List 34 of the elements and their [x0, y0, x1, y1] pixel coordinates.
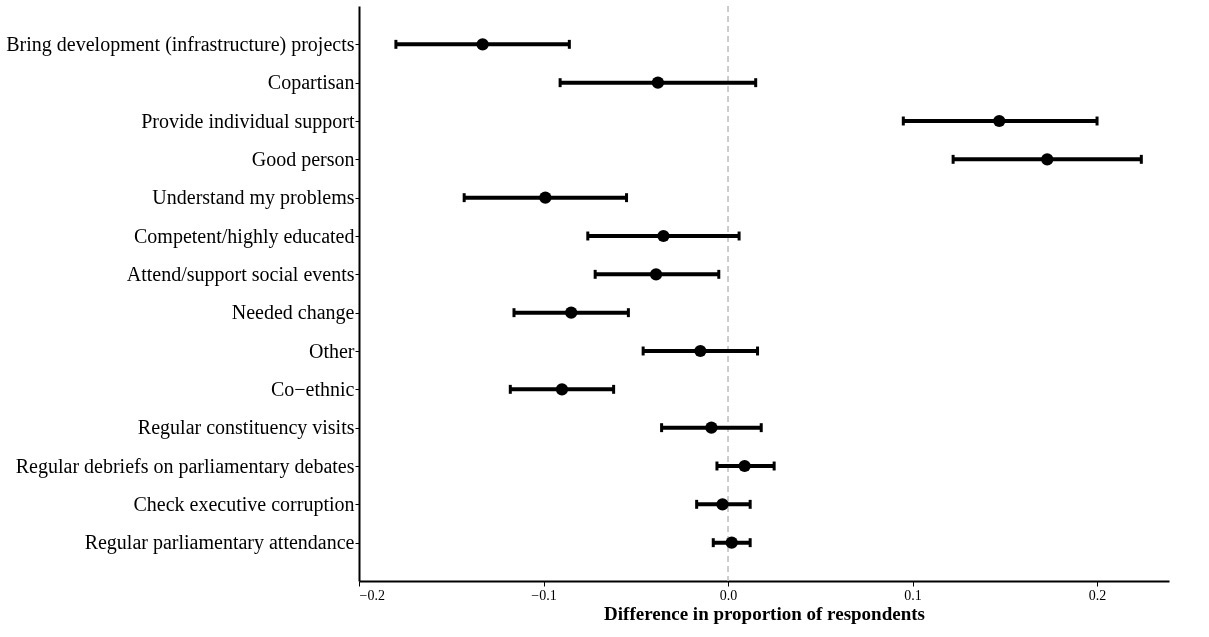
- point: [1041, 153, 1054, 166]
- y-tick-label: Good person: [251, 147, 355, 171]
- point: [993, 114, 1006, 128]
- point: [657, 229, 670, 243]
- point: [738, 459, 751, 473]
- y-tick-label: Needed change: [231, 301, 355, 325]
- y-tick-label: Regular debriefs on parliamentary debates: [15, 454, 355, 478]
- point: [725, 536, 738, 549]
- y-tick-label: Understand my problems: [152, 186, 355, 210]
- y-tick-label: Co−ethnic: [271, 377, 355, 400]
- point: [694, 344, 707, 358]
- y-tick-label: Bring development (infrastructure) projects: [6, 32, 355, 56]
- y-tick-label: Provide individual support: [141, 109, 355, 133]
- point: [476, 38, 489, 51]
- x-tick-label: 0.1: [904, 587, 922, 603]
- y-tick-label: Regular constituency visits: [137, 416, 355, 440]
- point: [651, 76, 665, 89]
- point: [565, 306, 578, 319]
- x-tick-label: −0.1: [531, 587, 557, 603]
- point: [705, 421, 718, 434]
- point: [716, 498, 729, 511]
- y-tick-label: Copartisan: [267, 71, 355, 95]
- y-tick-label: Regular parliamentary attendance: [84, 531, 355, 555]
- y-tick-label: Competent/highly educated: [134, 224, 355, 248]
- y-tick-label: Attend/support social events: [126, 262, 355, 286]
- y-tick-label: Check executive corruption: [133, 492, 355, 516]
- x-axis-title: Difference in proportion of respondents: [604, 602, 925, 624]
- x-tick-label: −0.2: [359, 587, 385, 603]
- point: [539, 191, 552, 204]
- point: [555, 383, 569, 396]
- y-tick-label: Other: [308, 339, 355, 362]
- point: [649, 268, 663, 281]
- x-tick-label: 0.0: [719, 587, 738, 603]
- x-tick-label: 0.2: [1088, 587, 1107, 603]
